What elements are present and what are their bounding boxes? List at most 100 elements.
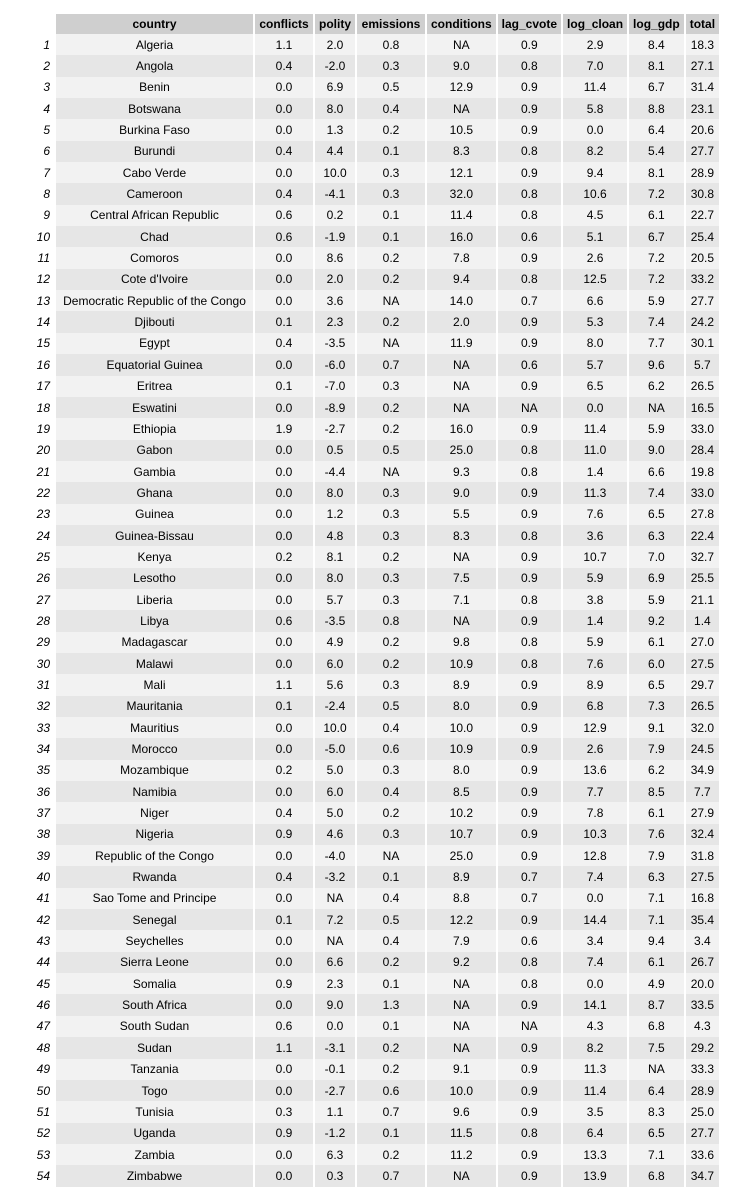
cell-emissions: 0.5 [356,439,427,461]
column-header-conditions[interactable]: conditions [426,14,498,34]
cell-conditions: 11.9 [426,332,498,355]
cell-log-cloan: 2.6 [562,738,630,760]
row-index: 47 [22,1015,56,1038]
cell-emissions: 1.3 [356,994,427,1016]
cell-country: Botswana [55,98,255,120]
cell-total: 27.1 [684,55,722,77]
column-header-country[interactable]: country [55,14,255,34]
cell-emissions: 0.2 [356,652,427,675]
cell-total: 25.4 [684,226,722,248]
table-row: 51 Tunisia 0.3 1.1 0.7 9.6 0.9 3.5 8.3 25.0 [22,1101,722,1123]
row-index: 14 [22,311,56,333]
cell-lag-cvote: 0.9 [496,332,564,355]
cell-emissions: 0.6 [356,1079,427,1102]
cell-log-cloan: 14.4 [562,909,630,931]
table-row: 8 Cameroon 0.4 -4.1 0.3 32.0 0.8 10.6 7.2 30.8 [22,183,722,205]
cell-country: Mauritius [55,717,255,739]
column-header-log-gdp[interactable]: log_gdp [628,14,686,34]
cell-lag-cvote: 0.8 [496,588,564,611]
cell-total: 18.3 [684,34,722,56]
cell-conflicts: 0.0 [254,1058,315,1080]
column-header-conflicts[interactable]: conflicts [254,14,315,34]
row-index: 25 [22,546,56,568]
cell-total: 33.2 [684,268,722,291]
cell-total: 31.8 [684,845,722,867]
cell-log-cloan: 6.6 [562,290,630,312]
cell-country: Benin [55,76,255,99]
column-header-log-cloan[interactable]: log_cloan [562,14,630,34]
table-row: 29 Madagascar 0.0 4.9 0.2 9.8 0.8 5.9 6.1 27.0 [22,631,722,653]
cell-log-gdp: 8.1 [628,162,686,184]
column-header-emissions[interactable]: emissions [356,14,427,34]
cell-conditions: 12.9 [426,76,498,99]
cell-country: Uganda [55,1122,255,1144]
cell-country: Comoros [55,247,255,269]
cell-log-cloan: 3.8 [562,588,630,611]
cell-conditions: NA [426,1037,498,1059]
table-row: 11 Comoros 0.0 8.6 0.2 7.8 0.9 2.6 7.2 20.5 [22,247,722,269]
cell-lag-cvote: 0.8 [496,951,564,974]
table-row: 44 Sierra Leone 0.0 6.6 0.2 9.2 0.8 7.4 6.1 26.7 [22,951,722,974]
cell-emissions: 0.1 [356,204,427,227]
cell-emissions: 0.4 [356,781,427,803]
cell-emissions: 0.7 [356,1101,427,1123]
cell-log-gdp: 6.2 [628,759,686,782]
cell-log-gdp: 9.2 [628,610,686,632]
row-index: 40 [22,866,56,888]
cell-emissions: 0.7 [356,354,427,376]
column-header-total[interactable]: total [684,14,722,34]
cell-conditions: 11.5 [426,1122,498,1144]
cell-polity: 4.4 [314,140,357,163]
cell-conflicts: 0.0 [254,396,315,419]
row-index: 21 [22,460,56,483]
cell-log-cloan: 8.2 [562,140,630,163]
cell-emissions: 0.8 [356,610,427,632]
cell-log-gdp: 6.2 [628,375,686,397]
cell-polity: -2.4 [314,695,357,717]
cell-log-gdp: NA [628,1058,686,1080]
cell-country: Guinea [55,503,255,525]
cell-log-cloan: 7.4 [562,866,630,888]
cell-total: 32.4 [684,823,722,846]
row-index: 23 [22,503,56,525]
cell-conflicts: 0.0 [254,631,315,653]
cell-polity: -3.5 [314,610,357,632]
cell-log-gdp: 7.1 [628,887,686,910]
table-row: 16 Equatorial Guinea 0.0 -6.0 0.7 NA 0.6 5.7 9.6… [22,354,722,376]
table-row: 12 Cote d'Ivoire 0.0 2.0 0.2 9.4 0.8 12.5 7.2 33.… [22,268,722,291]
table-row: 7 Cabo Verde 0.0 10.0 0.3 12.1 0.9 9.4 8.1 28.9 [22,162,722,184]
cell-country: Ghana [55,482,255,504]
column-header-lag-cvote[interactable]: lag_cvote [496,14,564,34]
cell-lag-cvote: 0.9 [496,781,564,803]
cell-conditions: 7.1 [426,588,498,611]
cell-conditions: 10.2 [426,802,498,824]
row-index: 54 [22,1165,56,1187]
cell-polity: 5.7 [314,588,357,611]
cell-total: 16.5 [684,396,722,419]
cell-emissions: 0.3 [356,823,427,846]
cell-polity: -3.2 [314,866,357,888]
table-row: 5 Burkina Faso 0.0 1.3 0.2 10.5 0.9 0.0 6.4 20.6 [22,119,722,141]
cell-country: Rwanda [55,866,255,888]
column-header-polity[interactable]: polity [314,14,357,34]
cell-lag-cvote: 0.9 [496,845,564,867]
cell-emissions: 0.3 [356,588,427,611]
cell-polity: 8.1 [314,546,357,568]
cell-log-gdp: 6.7 [628,76,686,99]
cell-polity: 9.0 [314,994,357,1016]
row-index: 33 [22,717,56,739]
cell-emissions: NA [356,845,427,867]
row-index: 24 [22,524,56,547]
cell-log-gdp: 7.7 [628,332,686,355]
cell-conditions: 9.0 [426,55,498,77]
cell-lag-cvote: 0.9 [496,610,564,632]
cell-conflicts: 0.1 [254,909,315,931]
cell-total: 33.0 [684,482,722,504]
cell-log-gdp: 6.4 [628,1079,686,1102]
row-index: 27 [22,588,56,611]
cell-polity: 2.0 [314,34,357,56]
cell-conditions: 8.5 [426,781,498,803]
cell-total: 7.7 [684,781,722,803]
cell-lag-cvote: 0.8 [496,439,564,461]
cell-total: 16.8 [684,887,722,910]
